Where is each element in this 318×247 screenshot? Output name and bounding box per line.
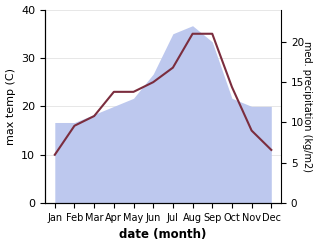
X-axis label: date (month): date (month) bbox=[119, 228, 207, 242]
Y-axis label: med. precipitation (kg/m2): med. precipitation (kg/m2) bbox=[302, 41, 313, 172]
Y-axis label: max temp (C): max temp (C) bbox=[5, 68, 16, 145]
